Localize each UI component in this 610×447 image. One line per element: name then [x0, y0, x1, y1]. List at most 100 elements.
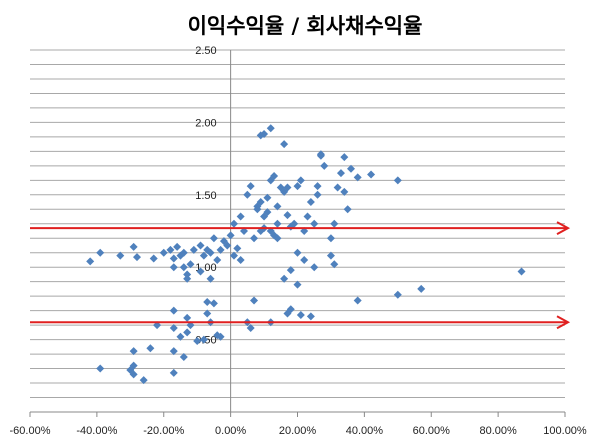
data-point — [263, 193, 272, 202]
data-point — [183, 270, 192, 279]
data-point — [286, 305, 295, 314]
data-point — [246, 182, 255, 191]
data-point — [183, 328, 192, 337]
data-point — [367, 170, 376, 179]
data-point — [213, 255, 222, 264]
data-point — [203, 297, 212, 306]
data-point — [216, 332, 225, 341]
data-point — [229, 219, 238, 228]
data-point — [393, 290, 402, 299]
data-point — [129, 370, 138, 379]
data-point — [179, 248, 188, 257]
data-point — [300, 255, 309, 264]
data-point — [343, 205, 352, 214]
data-point — [293, 280, 302, 289]
y-tick-label: 2.00 — [195, 117, 216, 129]
reference-lines — [30, 221, 571, 330]
data-point — [330, 219, 339, 228]
data-point — [226, 231, 235, 240]
data-point — [169, 347, 178, 356]
data-point — [517, 267, 526, 276]
data-point — [253, 205, 262, 214]
data-point — [270, 171, 279, 180]
data-point — [116, 251, 125, 260]
x-tick-label: 40.00% — [346, 425, 384, 437]
reference-arrowhead — [556, 315, 571, 330]
data-point — [256, 198, 265, 207]
data-point — [203, 309, 212, 318]
data-point — [320, 161, 329, 170]
data-point — [129, 242, 138, 251]
x-tick-label: 60.00% — [413, 425, 451, 437]
data-point — [303, 212, 312, 221]
data-point — [340, 153, 349, 162]
y-tick-label: 2.50 — [195, 45, 216, 57]
data-point — [179, 352, 188, 361]
data-point — [176, 332, 185, 341]
data-point — [199, 251, 208, 260]
x-tick-label: -20.00% — [143, 425, 184, 437]
data-point — [233, 244, 242, 253]
data-point — [229, 251, 238, 260]
data-point — [306, 198, 315, 207]
data-point — [313, 182, 322, 191]
data-point — [169, 324, 178, 333]
data-point — [169, 368, 178, 377]
data-point — [209, 234, 218, 243]
data-point — [159, 248, 168, 257]
y-tick-label: 1.50 — [195, 190, 216, 202]
data-point — [326, 251, 335, 260]
data-point — [173, 242, 182, 251]
data-point — [183, 274, 192, 283]
data-point — [169, 306, 178, 315]
x-tick-label: -40.00% — [76, 425, 117, 437]
reference-arrowhead — [556, 221, 571, 235]
data-point — [340, 187, 349, 196]
data-point — [129, 347, 138, 356]
data-point — [353, 296, 362, 305]
data-point — [273, 234, 282, 243]
data-point — [189, 245, 198, 254]
data-point — [310, 263, 319, 272]
data-point — [139, 376, 148, 385]
data-point — [330, 260, 339, 269]
data-points — [86, 124, 526, 385]
data-point — [353, 173, 362, 182]
data-point — [246, 324, 255, 333]
data-point — [216, 245, 225, 254]
data-point — [186, 260, 195, 269]
data-point — [96, 364, 105, 373]
x-tick-label: 80.00% — [479, 425, 517, 437]
data-point — [286, 266, 295, 275]
data-point — [250, 296, 259, 305]
data-point — [223, 241, 232, 250]
data-point — [166, 245, 175, 254]
data-point — [290, 219, 299, 228]
data-point — [179, 263, 188, 272]
x-tick-label: 100.00% — [543, 425, 587, 437]
data-point — [296, 310, 305, 319]
data-point — [236, 255, 245, 264]
x-tick-label: 0.00% — [215, 425, 246, 437]
data-point — [196, 267, 205, 276]
data-point — [336, 169, 345, 178]
chart-title: 이익수익율 / 회사채수익율 — [187, 14, 423, 38]
data-point — [193, 337, 202, 346]
data-point — [347, 164, 355, 173]
data-point — [417, 284, 426, 293]
data-point — [280, 274, 289, 283]
data-point — [293, 182, 302, 191]
axes — [29, 50, 566, 417]
data-point — [263, 208, 272, 217]
data-point — [306, 312, 315, 321]
data-point — [96, 248, 105, 257]
data-point — [250, 234, 259, 243]
x-tick-label: -60.00% — [10, 425, 51, 437]
data-point — [283, 183, 292, 192]
data-point — [196, 241, 205, 250]
x-tick-label: 20.00% — [279, 425, 317, 437]
x-tick-labels: -60.00% -40.00% -20.00% 0.00% 20.00% 40.00% 60… — [10, 425, 587, 437]
data-point — [273, 202, 282, 211]
data-point — [199, 335, 208, 344]
